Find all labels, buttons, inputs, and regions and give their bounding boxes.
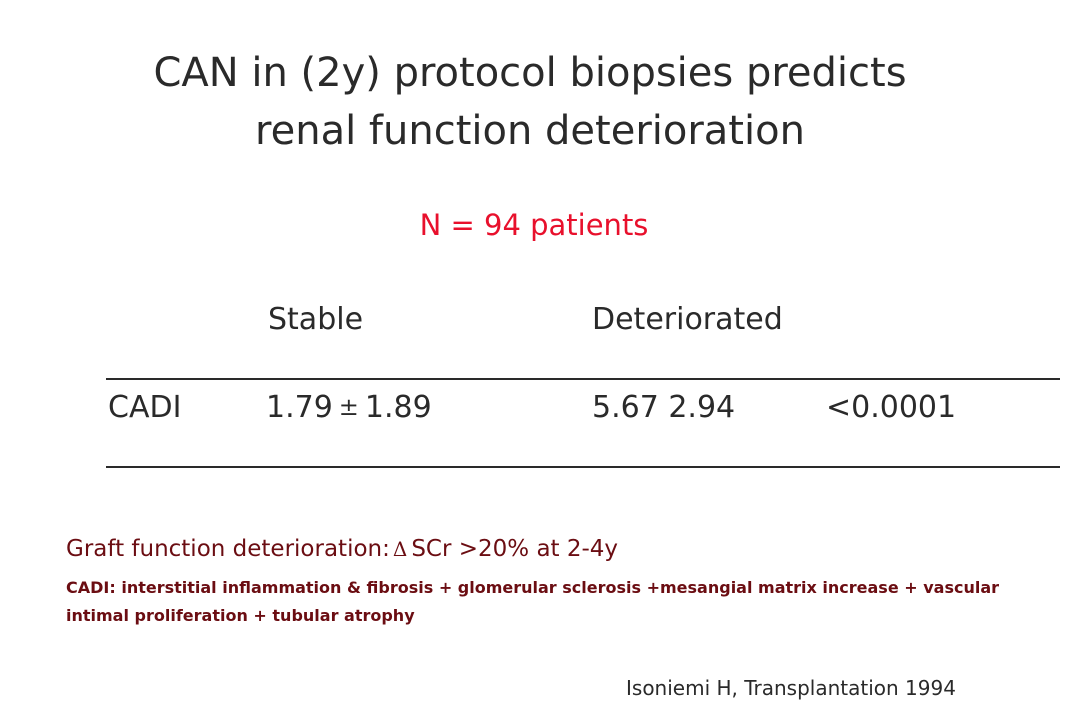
stable-mean: 1.79 bbox=[266, 390, 333, 425]
slide-title-line-2: renal function deterioration bbox=[255, 108, 805, 154]
table-rule-top bbox=[106, 378, 1060, 380]
slide-title: CAN in (2y) protocol biopsies predicts r… bbox=[0, 44, 1060, 160]
cell-stable-value: 1.79 ±1.89 bbox=[266, 390, 432, 425]
cadi-definition: CADI: interstitial inflammation & fibros… bbox=[66, 578, 1000, 625]
stable-sd: 1.89 bbox=[364, 390, 432, 425]
row-label-cadi: CADI bbox=[108, 390, 182, 425]
cell-p-value: <0.0001 bbox=[826, 390, 957, 425]
cell-deteriorated-value: 5.67 2.94 bbox=[592, 390, 736, 425]
citation: Isoniemi H, Transplantation 1994 bbox=[626, 676, 956, 700]
definition-prefix: Graft function deterioration: bbox=[66, 536, 390, 562]
definition-suffix: SCr >20% at 2-4y bbox=[411, 536, 619, 562]
slide-title-line-1: CAN in (2y) protocol biopsies predicts bbox=[153, 50, 907, 96]
patient-count: N = 94 patients bbox=[419, 208, 649, 242]
delta-symbol: Δ bbox=[392, 537, 408, 561]
column-header-stable: Stable bbox=[268, 302, 364, 337]
deterioration-definition: Graft function deterioration: Δ SCr >20% a… bbox=[66, 536, 618, 562]
column-header-deteriorated: Deteriorated bbox=[592, 302, 783, 337]
table-rule-bottom bbox=[106, 466, 1060, 468]
plus-minus-symbol: ± bbox=[338, 393, 359, 421]
